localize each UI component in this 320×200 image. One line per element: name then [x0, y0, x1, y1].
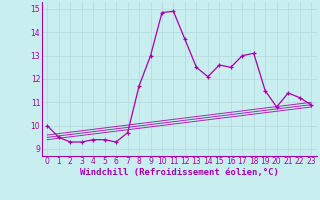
X-axis label: Windchill (Refroidissement éolien,°C): Windchill (Refroidissement éolien,°C) [80, 168, 279, 177]
